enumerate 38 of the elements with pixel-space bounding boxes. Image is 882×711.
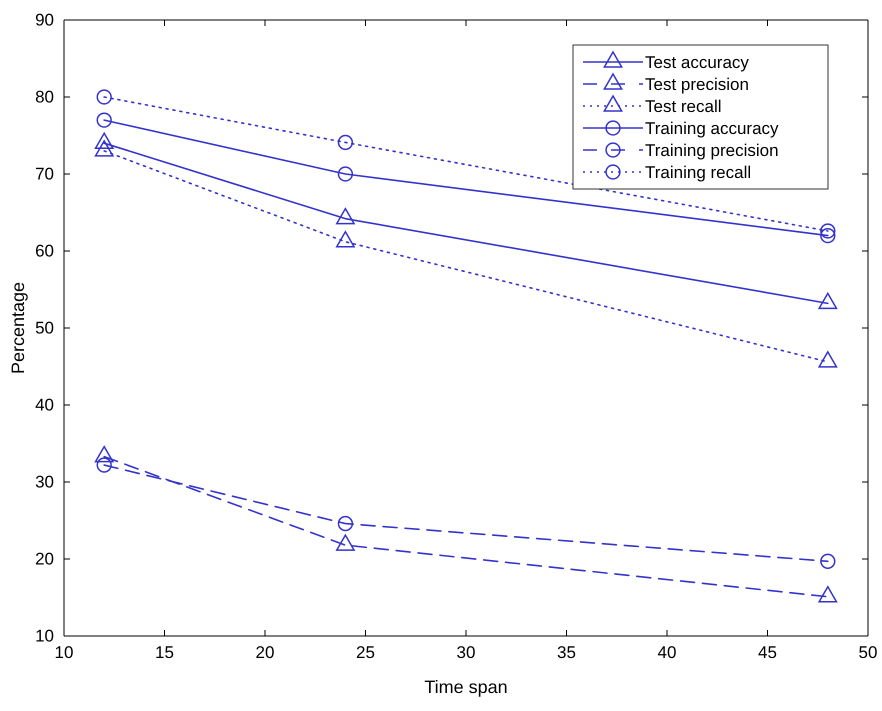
point — [818, 586, 838, 602]
y-tick-label: 70 — [35, 164, 54, 184]
legend-label: Training accuracy — [645, 119, 780, 138]
x-axis-title: Time span — [424, 677, 508, 697]
x-tick-label: 25 — [356, 643, 375, 662]
point — [818, 351, 838, 368]
point — [336, 231, 355, 248]
point — [96, 89, 112, 105]
legend-label: Test precision — [645, 75, 749, 94]
point — [96, 112, 112, 128]
y-tick-label: 10 — [35, 626, 54, 646]
point — [820, 223, 836, 239]
x-tick-label: 40 — [658, 643, 676, 662]
legend-label: Test accuracy — [645, 53, 750, 72]
y-tick-label: 20 — [35, 549, 54, 568]
x-tick-label: 30 — [456, 643, 476, 662]
x-tick-label: 10 — [54, 643, 74, 662]
point — [818, 292, 838, 310]
point — [94, 446, 114, 462]
x-tick-label: 50 — [858, 643, 878, 662]
y-tick-label: 90 — [35, 10, 54, 30]
legend-label: Test recall — [645, 97, 722, 116]
point — [336, 534, 355, 551]
x-tick-label: 35 — [557, 643, 576, 662]
x-tick-label: 20 — [256, 643, 274, 662]
y-axis-title: Percentage — [8, 282, 28, 374]
y-tick-label: 50 — [35, 318, 54, 338]
point — [338, 166, 354, 182]
point — [338, 134, 354, 150]
x-tick-label: 45 — [758, 643, 777, 662]
legend-label: Training precision — [645, 141, 779, 160]
x-tick-label: 15 — [155, 643, 174, 662]
legend-label: Training recall — [645, 163, 752, 182]
y-tick-label: 30 — [35, 472, 54, 492]
y-tick-label: 40 — [35, 395, 54, 414]
y-tick-label: 60 — [35, 241, 54, 260]
point — [820, 228, 836, 244]
y-tick-label: 80 — [35, 87, 54, 106]
